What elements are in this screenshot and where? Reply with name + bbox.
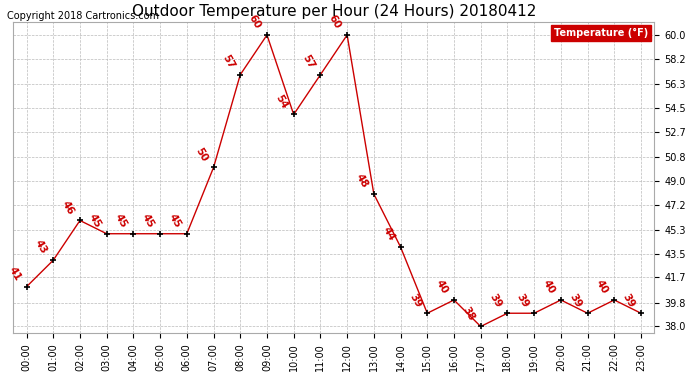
Text: 39: 39 (487, 292, 503, 309)
Text: 57: 57 (220, 53, 236, 70)
Text: 50: 50 (193, 146, 209, 163)
Text: 44: 44 (380, 225, 396, 243)
Text: 39: 39 (514, 292, 530, 309)
Title: Outdoor Temperature per Hour (24 Hours) 20180412: Outdoor Temperature per Hour (24 Hours) … (132, 4, 536, 19)
Text: 54: 54 (273, 93, 290, 110)
Text: 57: 57 (300, 53, 316, 70)
Text: 45: 45 (140, 212, 156, 230)
Text: 48: 48 (354, 172, 370, 190)
Text: Copyright 2018 Cartronics.com: Copyright 2018 Cartronics.com (7, 11, 159, 21)
Text: 38: 38 (461, 305, 477, 322)
Text: 45: 45 (113, 212, 129, 230)
Text: Temperature (°F): Temperature (°F) (553, 28, 648, 38)
Text: 40: 40 (541, 278, 557, 296)
Text: 46: 46 (60, 199, 76, 216)
Text: 40: 40 (594, 278, 610, 296)
Text: 43: 43 (33, 238, 49, 256)
Text: 45: 45 (86, 212, 103, 230)
Text: 40: 40 (434, 278, 450, 296)
Text: 45: 45 (167, 212, 183, 230)
Text: 39: 39 (407, 292, 423, 309)
Text: 39: 39 (568, 292, 584, 309)
Text: 41: 41 (6, 265, 22, 283)
Text: 60: 60 (247, 13, 263, 31)
Text: 39: 39 (621, 292, 637, 309)
Text: 60: 60 (327, 13, 343, 31)
